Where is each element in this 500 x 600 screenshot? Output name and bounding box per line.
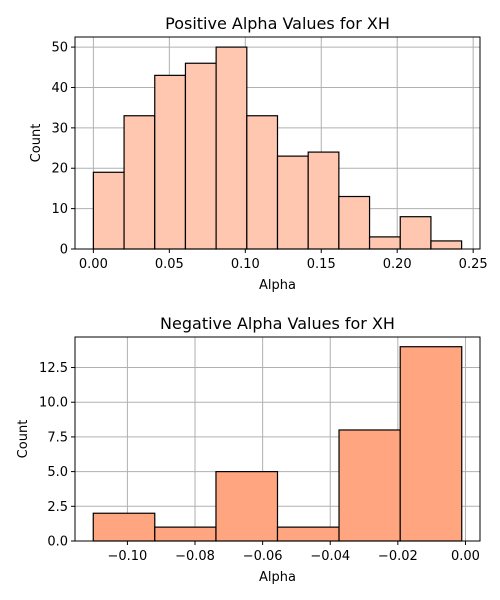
histogram-bar (276, 526, 340, 542)
y-tick-label: 0.0 (47, 535, 68, 550)
histogram-bar (246, 115, 279, 250)
x-tick-label: −0.06 (243, 549, 283, 564)
histogram-bar (399, 216, 432, 250)
histogram-bar (338, 429, 401, 542)
y-tick-label: 40 (51, 81, 68, 96)
x-tick-label: 0.20 (383, 257, 412, 272)
y-tick-label: 5.0 (47, 465, 68, 480)
y-tick-label: 10 (51, 202, 68, 217)
negative-alpha-histogram: −0.10 −0.08 −0.06 −0.04 −0.02 0.00 0.0 2.5 5.0 7.… (16, 314, 481, 585)
histogram-bar (430, 240, 463, 250)
histogram-bar (399, 346, 463, 542)
y-axis-label: Count (16, 420, 31, 459)
plot-frame (74, 336, 481, 542)
histogram-bar (215, 46, 248, 250)
histogram-bar (338, 195, 371, 250)
histogram-bar (276, 155, 309, 250)
y-tick-label: 0 (60, 243, 68, 258)
histogram-bar (123, 115, 156, 250)
y-tick-label: 10.0 (39, 396, 68, 411)
x-tick-label: 0.00 (451, 549, 480, 564)
x-tick-label: 0.25 (459, 257, 488, 272)
x-tick-label: 0.15 (307, 257, 336, 272)
y-tick-label: 20 (51, 162, 68, 177)
x-tick-label: −0.08 (175, 549, 215, 564)
y-axis-label: Count (29, 124, 44, 163)
chart-title: Negative Alpha Values for XH (160, 314, 395, 333)
histogram-bar (92, 171, 125, 250)
plot-frame (74, 36, 481, 250)
histogram-bar (368, 236, 401, 250)
x-tick-label: 0.10 (231, 257, 260, 272)
y-tick-label: 7.5 (47, 430, 68, 445)
x-tick-label: 0.00 (79, 257, 108, 272)
x-tick-label: −0.04 (310, 549, 350, 564)
y-tick-label: 12.5 (39, 361, 68, 376)
y-tick-label: 30 (51, 121, 68, 136)
x-tick-label: 0.05 (155, 257, 184, 272)
y-tick-label: 50 (51, 41, 68, 56)
x-tick-label: −0.02 (378, 549, 418, 564)
histogram-bar (184, 62, 217, 250)
x-axis-label: Alpha (259, 570, 296, 585)
chart-title: Positive Alpha Values for XH (165, 14, 390, 33)
y-tick-label: 2.5 (47, 500, 68, 515)
x-tick-label: −0.10 (107, 549, 147, 564)
histogram-bar (92, 512, 156, 542)
histogram-bar (307, 151, 340, 250)
positive-alpha-histogram: 0.00 0.05 0.10 0.15 0.20 0.25 0 10 20 30 40 50 Posi… (29, 14, 488, 293)
histogram-bar (154, 526, 217, 542)
histogram-bar (154, 74, 187, 250)
x-axis-label: Alpha (259, 278, 296, 293)
histogram-bar (215, 471, 279, 542)
